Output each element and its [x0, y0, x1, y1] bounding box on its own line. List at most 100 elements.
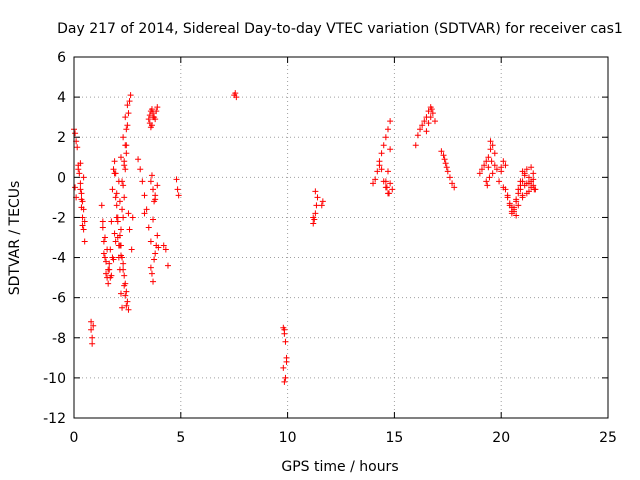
data-point: [372, 176, 379, 183]
data-point: [141, 192, 148, 199]
data-point: [81, 218, 88, 225]
data-point: [117, 290, 124, 297]
x-tick-label: 25: [599, 430, 617, 446]
data-point: [99, 218, 106, 225]
data-point: [110, 166, 117, 173]
data-point: [81, 238, 88, 245]
grid: [74, 57, 608, 418]
data-point: [123, 150, 130, 157]
y-tick-label: 0: [57, 170, 66, 186]
data-point: [109, 186, 116, 193]
data-point: [500, 158, 507, 165]
data-point: [481, 162, 488, 169]
data-point: [143, 206, 150, 213]
y-tick-label: -10: [43, 371, 66, 387]
data-point: [126, 226, 133, 233]
data-point: [88, 326, 95, 333]
data-point: [421, 118, 428, 125]
data-point: [173, 176, 180, 183]
data-point: [122, 166, 129, 173]
data-point: [128, 246, 135, 253]
data-point: [502, 162, 509, 169]
x-tick-label: 20: [492, 430, 510, 446]
data-point: [428, 106, 435, 113]
data-point: [486, 174, 493, 181]
x-axis: 0 5 10 15 20 25: [70, 57, 617, 446]
data-point: [80, 226, 87, 233]
y-tick-label: -2: [52, 210, 66, 226]
data-point: [528, 184, 535, 191]
data-point: [412, 142, 419, 149]
y-tick-label: -6: [52, 291, 66, 307]
data-point: [89, 334, 96, 341]
data-point: [427, 114, 434, 121]
data-point: [489, 170, 496, 177]
data-point: [431, 118, 438, 125]
data-point: [521, 172, 528, 179]
data-point: [111, 158, 118, 165]
data-point: [496, 178, 503, 185]
data-point: [80, 174, 87, 181]
data-point: [78, 196, 85, 203]
data-point: [112, 194, 119, 201]
data-point: [517, 186, 524, 193]
data-point: [530, 176, 537, 183]
data-point: [233, 94, 240, 101]
data-point: [442, 160, 449, 167]
data-point: [150, 114, 157, 121]
data-point: [382, 178, 389, 185]
data-point: [72, 130, 79, 137]
y-tick-label: -4: [52, 251, 66, 267]
data-point: [517, 178, 524, 185]
data-point: [314, 194, 321, 201]
data-point: [116, 198, 123, 205]
data-point: [513, 196, 520, 203]
data-point: [120, 214, 127, 221]
data-point: [116, 232, 123, 239]
data-point: [103, 258, 110, 265]
data-point: [525, 174, 532, 181]
data-point: [440, 152, 447, 159]
data-point: [521, 182, 528, 189]
data-point: [530, 170, 537, 177]
data-point: [117, 242, 124, 249]
data-point: [126, 98, 133, 105]
data-point: [122, 292, 129, 299]
data-point: [113, 214, 120, 221]
data-point: [129, 214, 136, 221]
x-tick-label: 0: [70, 430, 79, 446]
data-point: [124, 298, 131, 305]
data-point: [105, 280, 112, 287]
data-point: [117, 154, 124, 161]
data-points: [71, 90, 539, 385]
y-tick-label: -8: [52, 331, 66, 347]
data-point: [90, 322, 97, 329]
data-point: [113, 202, 120, 209]
data-point: [111, 170, 118, 177]
data-point: [414, 132, 421, 139]
data-point: [519, 168, 526, 175]
data-point: [119, 178, 126, 185]
data-point: [120, 260, 127, 267]
data-point: [101, 254, 108, 261]
data-point: [451, 184, 458, 191]
data-point: [155, 244, 162, 251]
data-point: [77, 160, 84, 167]
data-point: [154, 232, 161, 239]
data-point: [101, 234, 108, 241]
data-point: [531, 186, 538, 193]
data-point: [387, 146, 394, 153]
data-point: [488, 158, 495, 165]
data-point: [153, 108, 160, 115]
data-point: [502, 186, 509, 193]
data-point: [281, 326, 288, 333]
data-point: [76, 170, 83, 177]
data-point: [114, 218, 121, 225]
data-point: [77, 180, 84, 187]
data-point: [125, 110, 132, 117]
data-point: [78, 190, 85, 197]
data-point: [441, 156, 448, 163]
data-point: [125, 306, 132, 313]
data-point: [483, 178, 490, 185]
data-point: [117, 226, 124, 233]
